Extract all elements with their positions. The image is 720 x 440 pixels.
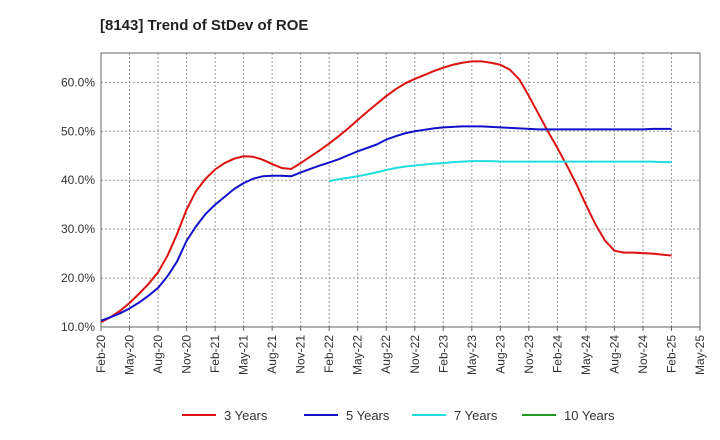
legend-label: 7 Years [454, 408, 498, 423]
y-tick-label: 50.0% [61, 124, 95, 138]
y-tick-label: 40.0% [61, 173, 95, 187]
x-tick-label: May-25 [693, 335, 707, 375]
x-tick-label: Feb-24 [550, 335, 564, 373]
x-tick-label: May-23 [465, 335, 479, 375]
x-tick-label: Aug-20 [151, 335, 165, 374]
x-tick-label: Nov-23 [522, 335, 536, 374]
x-tick-label: May-20 [123, 335, 137, 375]
legend-item: 5 Years [304, 408, 390, 423]
series-line-7-years [328, 160, 672, 183]
series-line-3-years [100, 60, 672, 323]
x-tick-label: Aug-23 [493, 335, 507, 374]
y-tick-label: 20.0% [61, 271, 95, 285]
legend-item: 7 Years [412, 408, 498, 423]
x-tick-label: Aug-24 [607, 335, 621, 374]
y-tick-label: 10.0% [61, 320, 95, 334]
legend-item: 3 Years [182, 408, 268, 423]
chart-title: [8143] Trend of StDev of ROE [100, 17, 308, 34]
legend-item: 10 Years [522, 408, 615, 423]
x-tick-label: Feb-21 [208, 335, 222, 373]
x-tick-label: Nov-20 [180, 335, 194, 374]
legend-label: 5 Years [346, 408, 390, 423]
grid [100, 53, 701, 328]
x-tick-label: May-24 [579, 335, 593, 375]
x-tick-label: Aug-21 [265, 335, 279, 374]
y-axis-ticks: 10.0% 20.0% 30.0% 40.0% 50.0% 60.0% [61, 75, 95, 334]
x-tick-label: Nov-24 [636, 335, 650, 374]
x-tick-label: Feb-23 [436, 335, 450, 373]
legend: 3 Years 5 Years 7 Years 10 Years [182, 408, 615, 423]
x-tick-label: Nov-22 [408, 335, 422, 374]
x-tick-label: Feb-20 [94, 335, 108, 373]
x-tick-label: Feb-22 [322, 335, 336, 373]
series-line-5-years [100, 125, 672, 322]
x-tick-label: Feb-25 [664, 335, 678, 373]
series-lines [100, 60, 672, 323]
x-tick-label: Aug-22 [379, 335, 393, 374]
plot-frame [100, 52, 701, 331]
legend-label: 3 Years [224, 408, 268, 423]
legend-label: 10 Years [564, 408, 615, 423]
x-axis-ticks: Feb-20 May-20 Aug-20 Nov-20 Feb-21 May-21 Aug-… [94, 335, 707, 375]
plot-area-border [100, 52, 701, 328]
x-tick-label: May-21 [237, 335, 251, 375]
x-tick-label: May-22 [351, 335, 365, 375]
x-tick-label: Nov-21 [294, 335, 308, 374]
y-tick-label: 30.0% [61, 222, 95, 236]
y-tick-label: 60.0% [61, 75, 95, 89]
